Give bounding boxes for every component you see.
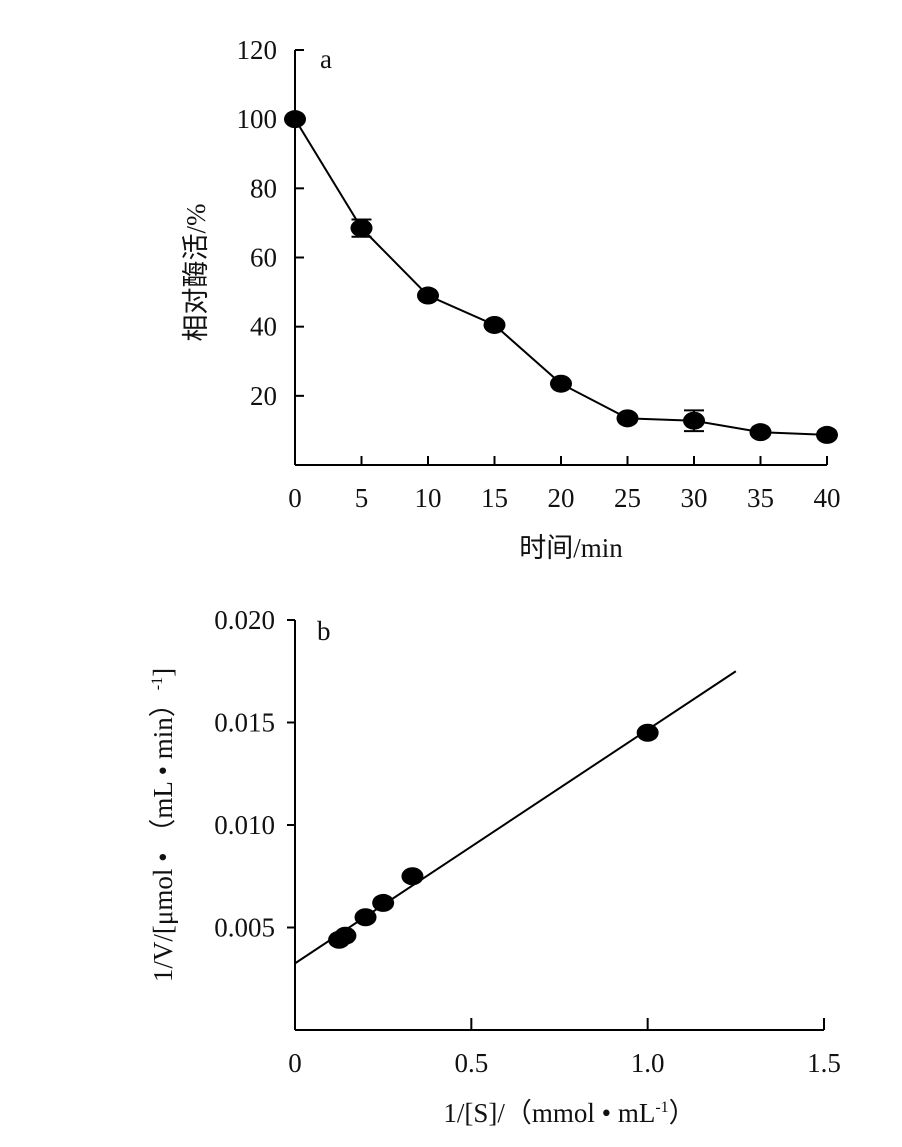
y-tick-label: 60 xyxy=(250,243,277,273)
y-tick-label: 80 xyxy=(250,173,277,203)
data-point xyxy=(816,425,838,444)
x-axis-label-superscript: -1 xyxy=(655,1099,668,1116)
panel-label: a xyxy=(320,44,332,74)
y-axis-label: 1/V/[μmol • （mL • min）-1] xyxy=(148,668,178,982)
data-point xyxy=(334,926,357,945)
data-point xyxy=(417,286,439,305)
x-tick-label: 5 xyxy=(355,483,369,513)
x-tick-label: 20 xyxy=(548,483,575,513)
panel-a: 0 5 10 15 20 25 30 35 40 20 40 60 80 100 120 a 时间/min 相对酶… xyxy=(181,35,841,563)
data-point xyxy=(636,723,659,742)
y-tick-label: 100 xyxy=(237,104,278,134)
panel-b: 0 0.5 1.0 1.5 0.005 0.010 0.015 0.020 b 1/[S]/（mm… xyxy=(148,605,841,1128)
data-point xyxy=(401,867,424,886)
y-tick-label: 20 xyxy=(250,381,277,411)
x-tick-label: 25 xyxy=(614,483,641,513)
data-point xyxy=(284,110,306,129)
data-point xyxy=(616,409,639,428)
x-tick-label: 35 xyxy=(747,483,774,513)
data-point xyxy=(749,423,772,442)
data-point xyxy=(350,219,373,238)
data-point xyxy=(683,411,705,430)
x-tick-label: 0 xyxy=(288,483,302,513)
x-axis-label: 1/[S]/（mmol • mL-1） xyxy=(443,1098,695,1128)
x-tick-label: 15 xyxy=(481,483,508,513)
y-tick-label: 0.005 xyxy=(214,913,275,943)
x-tick-label: 40 xyxy=(814,483,841,513)
y-tick-label: 0.020 xyxy=(214,605,275,635)
x-tick-label: 0.5 xyxy=(454,1048,488,1078)
panel-label: b xyxy=(317,616,331,646)
data-point xyxy=(372,893,395,912)
x-tick-label: 1.5 xyxy=(807,1048,841,1078)
x-tick-label: 0 xyxy=(288,1048,302,1078)
y-tick-label: 0.010 xyxy=(214,810,275,840)
x-tick-label: 1.0 xyxy=(631,1048,665,1078)
x-tick-label: 30 xyxy=(681,483,708,513)
x-axis-label-end: ） xyxy=(669,1098,696,1128)
data-point xyxy=(483,315,506,334)
x-tick-label: 10 xyxy=(415,483,442,513)
y-axis-label-end: ] xyxy=(148,668,178,677)
data-point xyxy=(354,908,377,927)
x-axis-label: 时间/min xyxy=(519,533,623,563)
y-tick-label: 120 xyxy=(237,35,278,65)
y-axis-label: 相对酶活/% xyxy=(181,204,211,342)
y-axis-label-superscript: -1 xyxy=(149,677,166,690)
y-tick-label: 0.015 xyxy=(214,708,275,738)
y-tick-label: 40 xyxy=(250,312,277,342)
data-point xyxy=(550,374,572,393)
